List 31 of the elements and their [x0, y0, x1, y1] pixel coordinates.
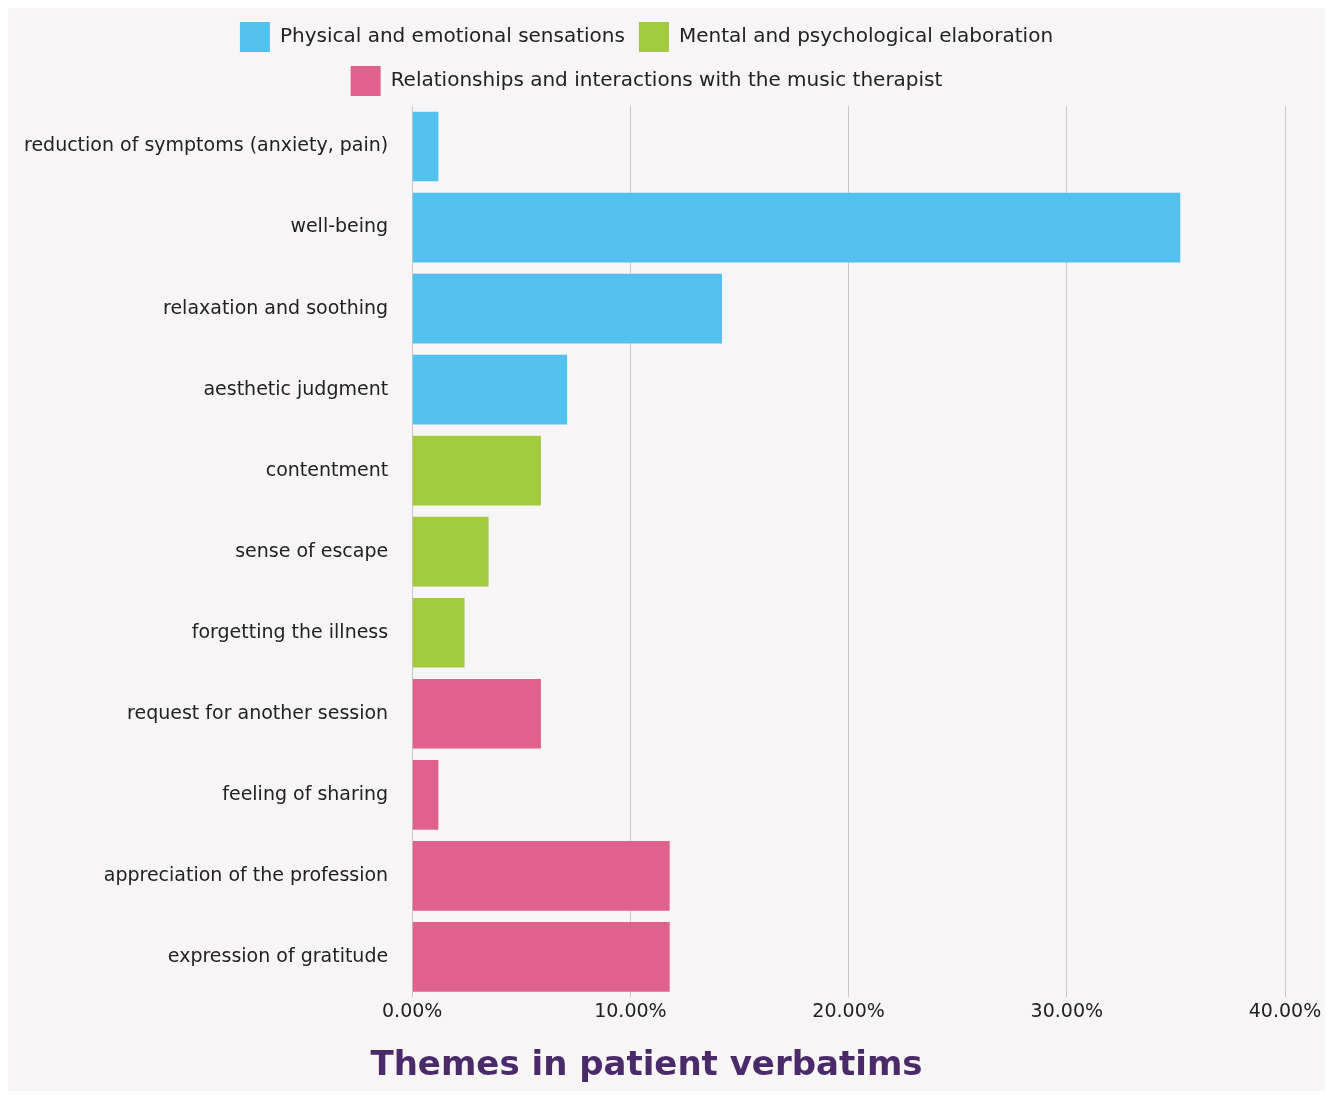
y-tick-label: expression of gratitude [167, 943, 389, 966]
x-tick-label: 40.00% [1248, 998, 1322, 1021]
bar [412, 354, 568, 425]
y-tick-label: aesthetic judgment [203, 376, 389, 399]
bar [412, 597, 465, 668]
y-tick-label: feeling of sharing [222, 781, 389, 804]
y-tick-label: request for another session [127, 700, 389, 723]
legend-label: Mental and psychological elaboration [678, 23, 1054, 48]
bar [412, 516, 489, 587]
y-tick-label: well-being [290, 214, 389, 237]
x-tick-label: 30.00% [1030, 998, 1104, 1021]
bar [412, 111, 439, 182]
x-tick-label: 0.00% [381, 998, 443, 1021]
y-tick-label: sense of escape [235, 538, 389, 561]
bar [412, 841, 670, 911]
y-tick-label: relaxation and soothing [163, 295, 389, 318]
bar [412, 435, 541, 506]
bar [412, 678, 541, 749]
bar [412, 922, 670, 992]
y-tick-label: reduction of symptoms (anxiety, pain) [23, 133, 389, 156]
x-tick-label: 20.00% [812, 998, 885, 1021]
y-tick-label: forgetting the illness [191, 619, 389, 642]
legend-label: Physical and emotional sensations [279, 23, 625, 48]
bar [412, 759, 439, 830]
bar [412, 192, 1181, 263]
y-tick-label: contentment [265, 457, 389, 480]
y-tick-label: appreciation of the profession [103, 862, 389, 885]
legend-label: Relationships and interactions with the music therapist [390, 67, 943, 92]
text: Themes in patient verbatims [370, 1043, 923, 1084]
x-tick-label: 10.00% [594, 998, 667, 1021]
bar [412, 273, 723, 344]
